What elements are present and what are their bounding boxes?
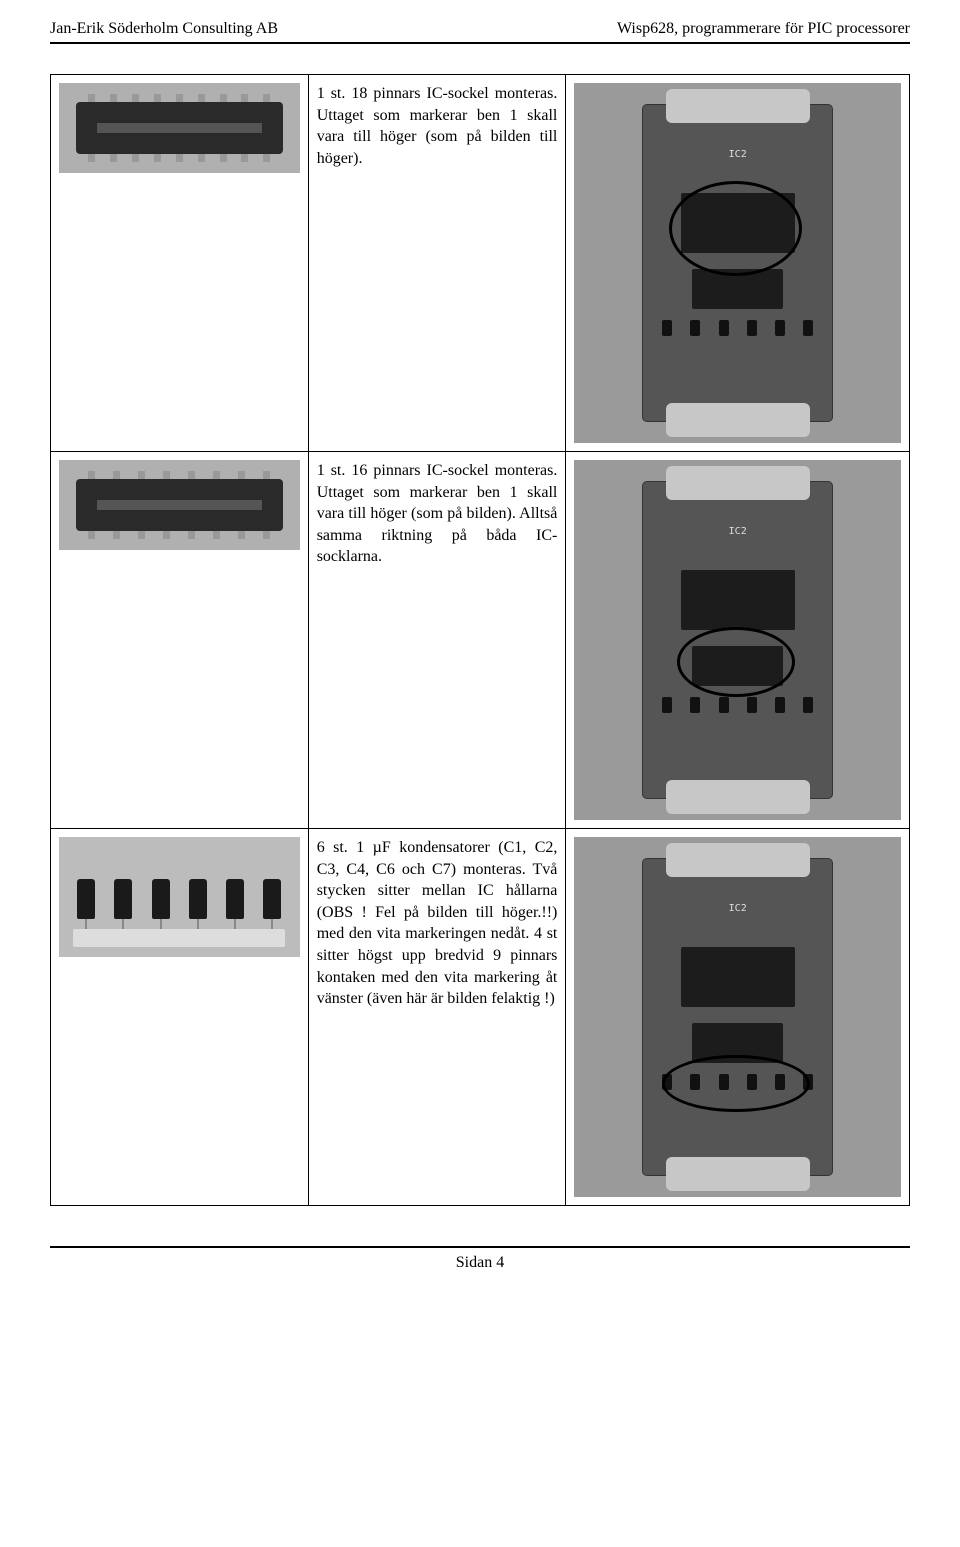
highlight-circle bbox=[677, 627, 794, 697]
footer-rule bbox=[50, 1246, 910, 1248]
pcb-label: IC2 bbox=[643, 149, 832, 160]
description-text: 1 st. 16 pinnars IC-sockel monteras. Utt… bbox=[317, 460, 558, 568]
ic-socket-image bbox=[59, 460, 300, 550]
header-right: Wisp628, programmerare för PIC processor… bbox=[617, 20, 910, 38]
pcb-image: IC2 bbox=[574, 837, 901, 1197]
highlight-circle bbox=[662, 1055, 810, 1112]
component-image-cell bbox=[51, 75, 309, 452]
pcb-image: IC2 bbox=[574, 460, 901, 820]
ic-socket-image bbox=[59, 83, 300, 173]
description-text: 1 st. 18 pinnars IC-sockel monteras. Utt… bbox=[317, 83, 558, 169]
capacitors-image bbox=[59, 837, 300, 957]
pcb-label: IC2 bbox=[643, 903, 832, 914]
description-cell: 1 st. 16 pinnars IC-sockel monteras. Utt… bbox=[308, 452, 566, 829]
page-number: Sidan 4 bbox=[456, 1254, 504, 1271]
pcb-image-cell: IC2 bbox=[566, 829, 910, 1206]
pcb-label: IC2 bbox=[643, 526, 832, 537]
page-footer: Sidan 4 bbox=[50, 1254, 910, 1272]
page-header: Jan-Erik Söderholm Consulting AB Wisp628… bbox=[50, 20, 910, 42]
description-cell: 1 st. 18 pinnars IC-sockel monteras. Utt… bbox=[308, 75, 566, 452]
header-left: Jan-Erik Söderholm Consulting AB bbox=[50, 20, 278, 38]
header-rule bbox=[50, 42, 910, 44]
component-image-cell bbox=[51, 829, 309, 1206]
pcb-image-cell: IC2 bbox=[566, 75, 910, 452]
table-row: 1 st. 18 pinnars IC-sockel monteras. Utt… bbox=[51, 75, 910, 452]
description-cell: 6 st. 1 µF kondensatorer (C1, C2, C3, C4… bbox=[308, 829, 566, 1206]
component-image-cell bbox=[51, 452, 309, 829]
pcb-image: IC2 bbox=[574, 83, 901, 443]
highlight-circle bbox=[669, 181, 802, 276]
table-row: 1 st. 16 pinnars IC-sockel monteras. Utt… bbox=[51, 452, 910, 829]
pcb-image-cell: IC2 bbox=[566, 452, 910, 829]
description-text: 6 st. 1 µF kondensatorer (C1, C2, C3, C4… bbox=[317, 837, 558, 1010]
instruction-table: 1 st. 18 pinnars IC-sockel monteras. Utt… bbox=[50, 74, 910, 1206]
table-row: 6 st. 1 µF kondensatorer (C1, C2, C3, C4… bbox=[51, 829, 910, 1206]
